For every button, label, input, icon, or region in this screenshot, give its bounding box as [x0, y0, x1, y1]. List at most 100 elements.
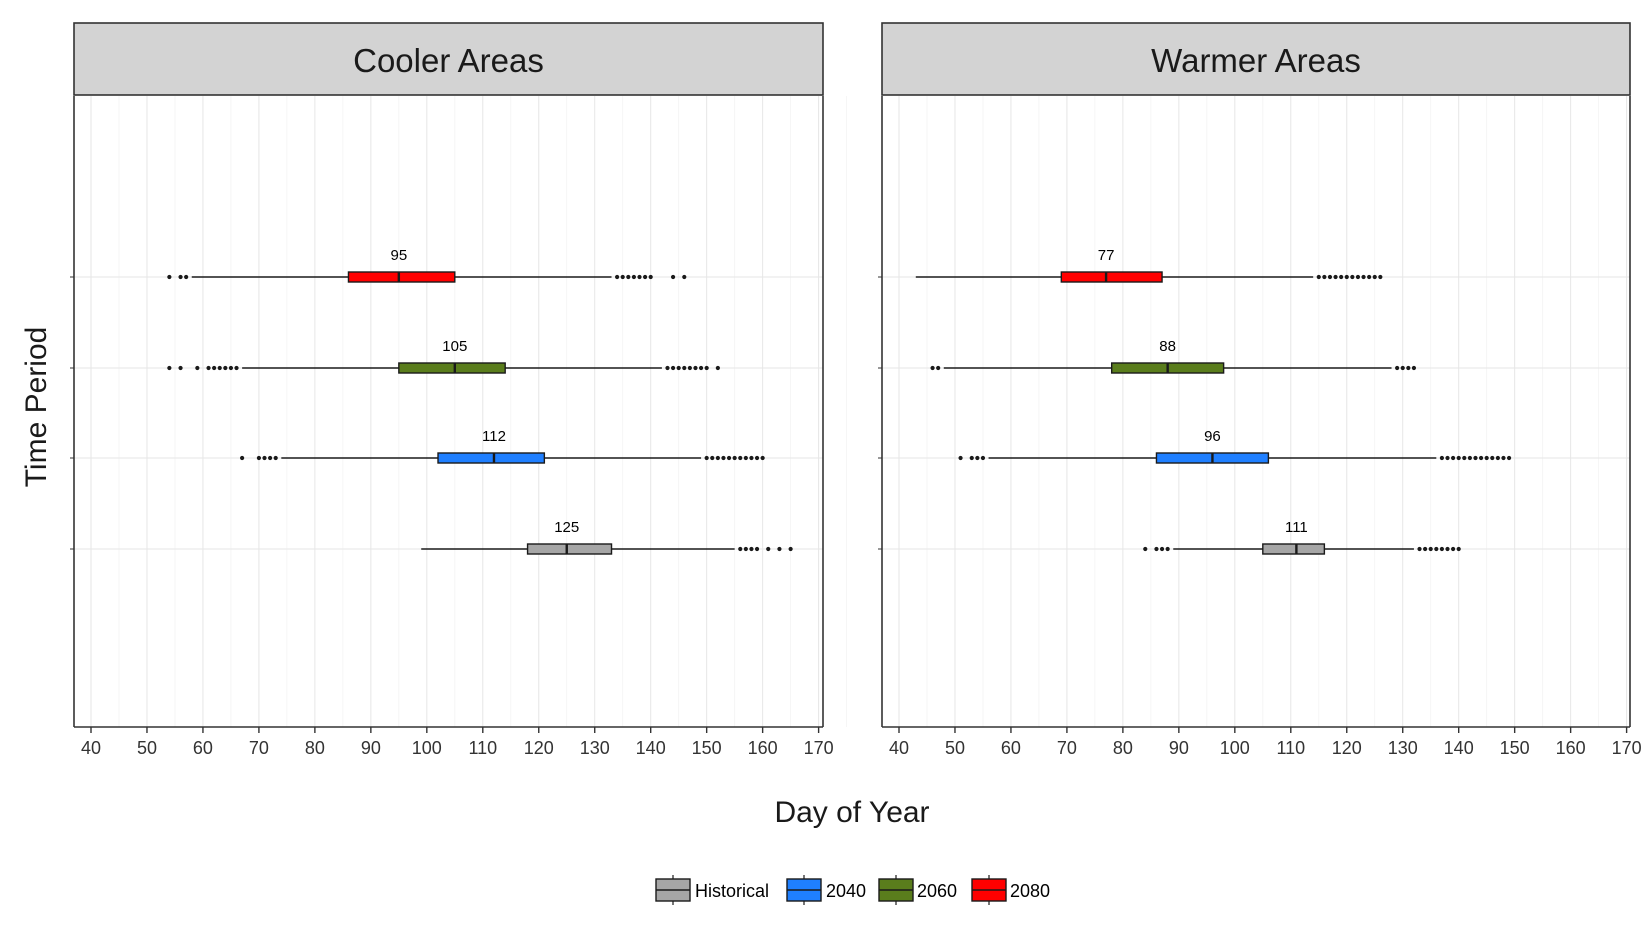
median-label: 125 — [554, 519, 579, 536]
box-2040: 96 — [958, 428, 1512, 464]
outlier-point — [936, 365, 941, 371]
outlier-point — [930, 365, 935, 371]
box-2080: 95 — [167, 247, 687, 283]
x-tick-label: 50 — [137, 738, 157, 758]
panel-header — [881, 22, 1631, 96]
outlier-point — [615, 274, 620, 280]
outlier-point — [1445, 546, 1450, 552]
outlier-point — [743, 546, 748, 552]
x-tick-label: 160 — [1556, 738, 1586, 758]
x-tick-label: 80 — [1113, 738, 1133, 758]
outlier-point — [766, 546, 771, 552]
outlier-point — [969, 455, 974, 461]
y-axis-title: Time Period — [20, 327, 53, 488]
x-tick-label: 150 — [1500, 738, 1530, 758]
outlier-point — [754, 546, 760, 552]
outlier-point — [710, 455, 715, 461]
outlier-point — [1451, 455, 1456, 461]
legend-item: 2040 — [786, 875, 866, 905]
outlier-point — [693, 365, 698, 371]
outlier-point — [1406, 365, 1411, 371]
median-label: 111 — [1285, 519, 1308, 536]
outlier-point — [1495, 455, 1500, 461]
x-tick-label: 80 — [305, 738, 325, 758]
outlier-point — [670, 365, 676, 371]
outlier-point — [980, 455, 986, 461]
outlier-point — [234, 365, 239, 371]
outlier-point — [256, 455, 262, 461]
outlier-point — [777, 546, 782, 552]
outlier-point — [1434, 546, 1439, 552]
x-tick-label: 50 — [945, 738, 965, 758]
outlier-point — [670, 274, 676, 280]
legend-item: Historical — [655, 875, 769, 905]
legend-label: Historical — [695, 881, 769, 901]
legend-label: 2060 — [917, 881, 957, 901]
legend-item: 2080 — [971, 875, 1050, 905]
outlier-point — [760, 455, 765, 461]
outlier-point — [206, 365, 211, 371]
outlier-point — [1316, 274, 1321, 280]
x-axis-title: Day of Year — [774, 796, 929, 829]
outlier-point — [754, 455, 760, 461]
box-iqr — [526, 543, 613, 555]
outlier-point — [1322, 274, 1327, 280]
outlier-point — [732, 455, 737, 461]
box-2060: 105 — [167, 338, 720, 374]
x-tick-label: 130 — [580, 738, 610, 758]
outlier-point — [217, 365, 222, 371]
median-label: 105 — [442, 338, 467, 355]
outlier-point — [1350, 274, 1355, 280]
x-tick-label: 120 — [524, 738, 554, 758]
outlier-point — [167, 274, 172, 280]
outlier-point — [1159, 546, 1165, 552]
outlier-point — [1445, 455, 1450, 461]
outlier-point — [1423, 546, 1428, 552]
outlier-point — [704, 365, 709, 371]
outlier-point — [228, 365, 234, 371]
panel-0: Cooler Areas 125 112 105 95 40 50 60 70 80 90 100 11… — [70, 22, 847, 758]
legend-item: 2060 — [878, 875, 957, 905]
outlier-point — [682, 274, 687, 280]
x-tick-label: 120 — [1332, 738, 1362, 758]
median-label: 96 — [1204, 428, 1221, 445]
outlier-point — [726, 455, 732, 461]
median-label: 95 — [390, 247, 407, 264]
box-2040: 112 — [240, 428, 765, 464]
outlier-point — [1467, 455, 1472, 461]
outlier-point — [676, 365, 681, 371]
outlier-point — [1372, 274, 1377, 280]
outlier-point — [721, 455, 726, 461]
outlier-point — [1367, 274, 1372, 280]
outlier-point — [268, 455, 273, 461]
outlier-point — [1344, 274, 1349, 280]
x-tick-label: 60 — [1001, 738, 1021, 758]
x-tick-label: 70 — [1057, 738, 1077, 758]
outlier-point — [1428, 546, 1433, 552]
outlier-point — [749, 546, 754, 552]
outlier-point — [682, 365, 687, 371]
median-label: 88 — [1159, 338, 1176, 355]
outlier-point — [631, 274, 637, 280]
outlier-point — [1333, 274, 1338, 280]
outlier-point — [1165, 546, 1170, 552]
outlier-point — [167, 365, 172, 371]
box-2080: 77 — [915, 247, 1383, 283]
x-tick-label: 130 — [1388, 738, 1418, 758]
outlier-point — [1490, 455, 1495, 461]
legend-label: 2080 — [1010, 881, 1050, 901]
outlier-point — [240, 455, 245, 461]
outlier-point — [743, 455, 748, 461]
outlier-point — [1400, 365, 1405, 371]
outlier-point — [1478, 455, 1484, 461]
panel-1: Warmer Areas 111 96 88 77 40 50 60 70 80 90 100 110 1… — [878, 22, 1642, 758]
box-iqr — [437, 452, 546, 464]
outlier-point — [1484, 455, 1489, 461]
outlier-point — [184, 274, 189, 280]
outlier-point — [1355, 274, 1361, 280]
outlier-point — [223, 365, 228, 371]
outlier-point — [687, 365, 692, 371]
x-tick-label: 100 — [412, 738, 442, 758]
legend-label: 2040 — [826, 881, 866, 901]
